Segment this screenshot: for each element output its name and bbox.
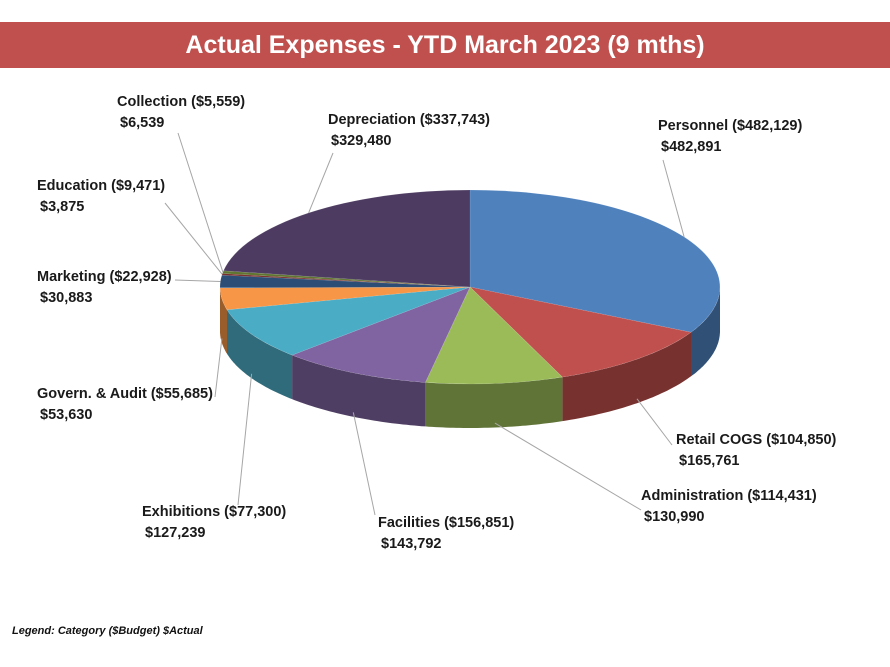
leader-line (662, 159, 685, 238)
pie-slice-exhibitions (226, 286, 471, 356)
leader-line (308, 152, 334, 214)
leader-line (174, 279, 221, 282)
leader-line (237, 373, 253, 506)
slice-actual-label: $3,875 (40, 199, 84, 215)
slice-category-label: Exhibitions ($77,300) (142, 504, 286, 520)
slice-category-label: Administration ($114,431) (641, 488, 817, 504)
slice-actual-label: $143,792 (381, 536, 441, 552)
slice-category-label: Retail COGS ($104,850) (676, 432, 837, 448)
pie-slice-depreciation (223, 189, 471, 288)
pie-side-exhibitions (227, 309, 293, 400)
slice-actual-label: $130,990 (644, 509, 704, 525)
pie-tops (219, 189, 721, 385)
slice-category-label: Govern. & Audit ($55,685) (37, 386, 213, 402)
pie-side-personnel (691, 287, 720, 377)
slice-category-label: Collection ($5,559) (117, 94, 245, 110)
pie-side-retail-cogs (562, 332, 691, 422)
pie-slice-retail-cogs (469, 286, 692, 378)
leader-line (494, 422, 642, 511)
slice-category-label: Depreciation ($337,743) (328, 112, 490, 128)
slice-actual-label: $53,630 (40, 407, 92, 423)
slice-category-label: Education ($9,471) (37, 178, 165, 194)
pie-sides (220, 287, 720, 428)
slice-labels: Personnel ($482,129) $482,891 Retail COGS … (37, 94, 837, 552)
slice-category-label: Personnel ($482,129) (658, 118, 802, 134)
leader-lines (164, 132, 685, 516)
pie-side-govern-audit (220, 287, 227, 354)
slice-actual-label: $482,891 (661, 139, 721, 155)
legend-note: Legend: Category ($Budget) $Actual (12, 625, 203, 637)
pie-slice-govern-audit (219, 286, 471, 311)
pie-slice-administration (424, 286, 564, 385)
slice-actual-label: $6,539 (120, 115, 164, 131)
slice-category-label: Marketing ($22,928) (37, 269, 172, 285)
leader-line (177, 132, 224, 273)
pie-slice-facilities (291, 286, 471, 383)
slice-actual-label: $127,239 (145, 525, 205, 541)
slice-actual-label: $165,761 (679, 453, 739, 469)
leader-line (164, 202, 223, 275)
leader-line (352, 412, 376, 516)
slice-actual-label: $30,883 (40, 290, 92, 306)
pie-slice-marketing (219, 274, 471, 289)
slice-actual-label: $329,480 (331, 133, 391, 149)
pie-slice-personnel (469, 189, 721, 333)
leader-line (214, 338, 223, 398)
pie-side-facilities (292, 355, 426, 427)
slice-category-label: Facilities ($156,851) (378, 515, 514, 531)
pie-side-administration (425, 377, 563, 428)
leader-line (636, 398, 673, 446)
chart-title: Actual Expenses - YTD March 2023 (9 mths… (0, 22, 890, 68)
